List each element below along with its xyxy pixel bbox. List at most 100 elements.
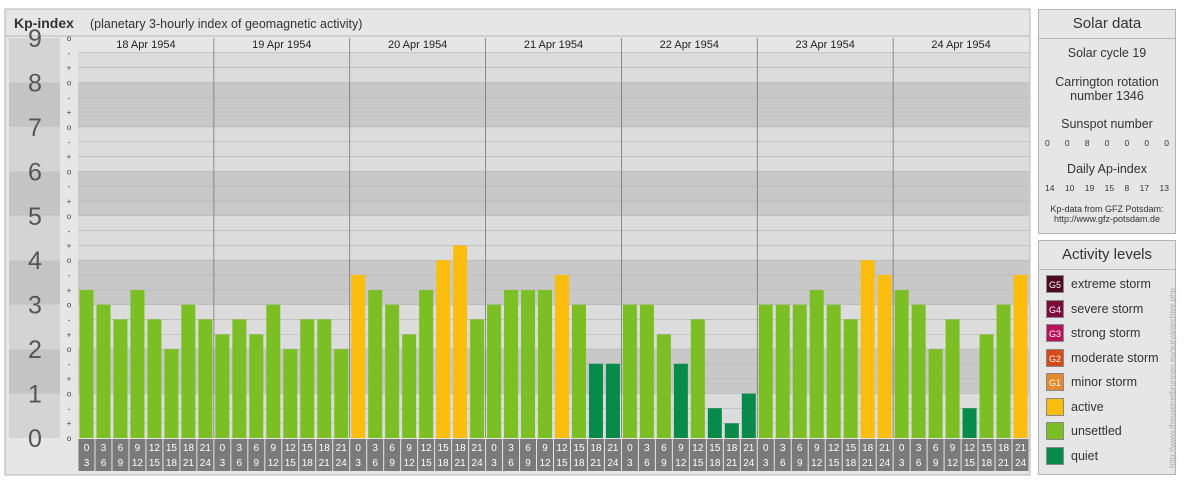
y-tick-label: 3 [28,292,42,320]
kp-bar [538,290,552,438]
activity-level-quiet: quiet [1046,446,1098,465]
interval-cell [197,439,214,471]
interval-start-label: 15 [709,443,721,454]
kp-bar [979,334,994,438]
activity-level-severe-storm: G4 severe storm [1046,299,1143,318]
kp-bar [639,304,654,438]
sunspot-value: 0 [1144,138,1150,148]
sunspot-value: 0 [1164,138,1169,148]
kp-bar [622,304,637,438]
y-minor-label: - [68,360,71,369]
kp-bar [741,393,756,438]
sunspot-value: 8 [1084,138,1090,148]
interval-start-label: 0 [627,443,633,454]
interval-start-label: 21 [607,443,619,454]
ap-title: Daily Ap-index [1067,162,1147,176]
interval-start-label: 0 [220,443,226,454]
ylabel-band [9,171,60,216]
interval-start-label: 3 [644,443,650,454]
kp-bar [775,304,790,438]
y-minor-label: - [68,271,71,280]
y-minor-label: + [67,286,72,295]
interval-end-label: 3 [84,458,90,469]
level-swatch: G3 [1046,324,1064,342]
y-minor-label: o [67,34,72,43]
interval-end-label: 3 [627,458,633,469]
level-swatch [1046,446,1064,465]
activity-level-strong-storm: G3 strong storm [1046,324,1140,342]
kp-bar [300,319,315,438]
plot-band [78,171,1029,216]
interval-cell [825,439,842,471]
interval-cell [112,439,129,471]
interval-end-label: 15 [149,458,161,469]
interval-start-label: 18 [862,443,874,454]
kp-bar [283,349,298,438]
interval-end-label: 24 [472,458,484,469]
interval-cell [723,439,740,471]
interval-cell [791,439,808,471]
y-tick-label: 4 [28,247,42,275]
interval-start-label: 0 [899,443,905,454]
kp-bar [215,334,230,438]
activity-levels-title: Activity levels [1039,241,1175,270]
level-swatch: G4 [1046,299,1064,318]
kp-bar [385,304,400,438]
y-tick-label: 7 [28,114,42,142]
interval-end-label: 9 [797,458,803,469]
interval-cell [757,439,774,471]
day-label: 23 Apr 1954 [796,39,855,51]
interval-end-label: 15 [828,458,840,469]
kp-bar [317,319,332,438]
kp-bar [809,290,824,438]
kp-bar [402,334,417,438]
interval-cell [350,439,367,471]
kp-bar [334,349,349,438]
interval-start-label: 15 [845,443,857,454]
activity-level-moderate-storm: G2 moderate storm [1046,348,1159,367]
interval-cell [78,439,95,471]
interval-cell [876,439,893,471]
chart-subtitle: (planetary 3-hourly index of geomagnetic… [90,17,362,31]
y-minor-label: - [68,227,71,236]
interval-start-label: 3 [237,443,243,454]
level-swatch: G2 [1046,348,1064,367]
interval-start-label: 21 [879,443,891,454]
interval-start-label: 9 [950,443,956,454]
interval-cell [316,439,333,471]
kp-bar [945,319,960,438]
interval-end-label: 21 [998,458,1010,469]
interval-end-label: 9 [933,458,939,469]
interval-end-label: 6 [508,458,514,469]
interval-end-label: 6 [372,458,378,469]
interval-end-label: 24 [336,458,348,469]
y-minor-label: + [67,241,72,250]
interval-end-label: 18 [709,458,721,469]
interval-start-label: 18 [726,443,738,454]
interval-start-label: 9 [406,443,412,454]
kp-bar [521,290,536,438]
interval-cell [706,439,723,471]
interval-end-label: 3 [220,458,226,469]
interval-end-label: 12 [539,458,551,469]
interval-start-label: 3 [372,443,378,454]
interval-cell [469,439,486,471]
kp-bar [928,349,943,438]
interval-end-label: 6 [101,458,107,469]
interval-start-label: 0 [491,443,497,454]
interval-start-label: 21 [200,443,212,454]
ylabel-band [9,393,60,438]
solar-data-panel: Solar data Solar cycle 19 Carrington rot… [1038,9,1176,234]
interval-end-label: 15 [285,458,297,469]
interval-end-label: 3 [899,458,905,469]
y-minor-label: - [68,49,71,58]
interval-start-label: 9 [135,443,141,454]
carrington-line1: Carrington rotation [1055,75,1159,89]
y-tick-label: 2 [28,336,42,364]
interval-start-label: 9 [271,443,277,454]
y-minor-label: o [67,123,72,132]
interval-cell [146,439,163,471]
kp-bar [96,304,111,438]
plot-band [78,215,1029,261]
interval-end-label: 9 [525,458,531,469]
